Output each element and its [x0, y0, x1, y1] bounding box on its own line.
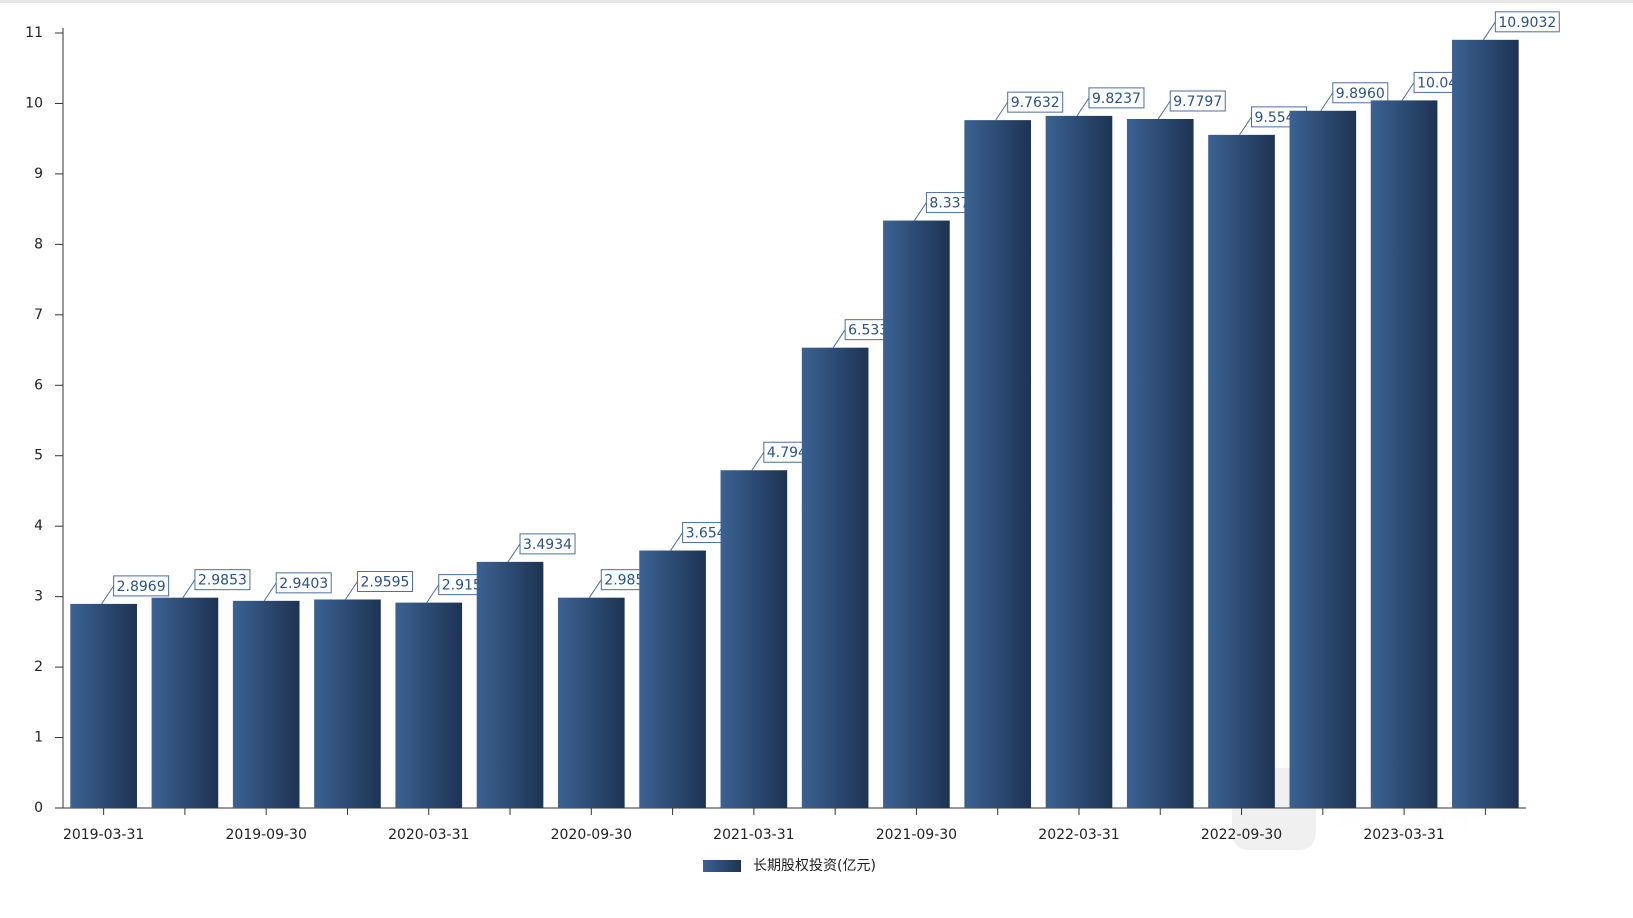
x-tick-label: 2023-03-31	[1363, 827, 1444, 843]
bar	[883, 220, 950, 808]
bar	[964, 120, 1032, 808]
label-leader	[1401, 82, 1415, 101]
y-tick-label: 6	[34, 377, 43, 393]
value-label-box	[1494, 11, 1560, 33]
label-leader	[1482, 21, 1496, 41]
bar	[232, 600, 300, 808]
value-label-box	[1007, 91, 1064, 113]
bar	[1126, 118, 1194, 808]
value-label: 2.9853	[198, 573, 247, 589]
bar	[557, 597, 625, 808]
x-tick-label: 2022-03-31	[1038, 827, 1119, 843]
label-leader	[588, 579, 602, 598]
x-tick-label: 2021-03-31	[713, 827, 794, 843]
value-label: 2.9403	[279, 576, 328, 592]
x-tick-label: 2019-03-31	[63, 827, 144, 843]
label-leader	[670, 532, 683, 551]
label-leader	[995, 101, 1009, 121]
y-tick-label: 11	[25, 25, 43, 41]
label-leader	[832, 329, 846, 348]
bar	[639, 550, 706, 808]
top-strip	[0, 0, 1633, 3]
y-tick-label: 7	[34, 307, 43, 323]
value-label-box	[1169, 90, 1226, 112]
value-label-box	[113, 575, 170, 597]
y-tick-label: 10	[25, 95, 43, 111]
y-tick-label: 5	[34, 448, 43, 464]
value-label: 10.9032	[1498, 15, 1556, 31]
value-label: 9.7632	[1011, 95, 1060, 111]
y-tick-label: 9	[34, 166, 43, 182]
y-tick-label: 0	[34, 800, 43, 816]
value-label-box	[519, 533, 576, 555]
label-leader	[1157, 100, 1171, 120]
value-label-box	[275, 572, 332, 594]
value-label: 9.7797	[1173, 94, 1222, 110]
value-label-box	[356, 570, 413, 592]
label-leader	[1076, 97, 1090, 117]
x-tick-label: 2021-09-30	[876, 827, 957, 843]
y-tick-label: 8	[34, 236, 43, 252]
x-tick-label: 2022-09-30	[1201, 827, 1282, 843]
x-tick-label: 2019-09-30	[226, 827, 307, 843]
y-tick-label: 1	[34, 730, 43, 746]
y-tick-label: 3	[34, 589, 43, 605]
bar	[801, 347, 869, 808]
label-leader	[101, 585, 115, 605]
label-leader	[345, 581, 358, 600]
value-label-box	[1332, 82, 1389, 104]
value-label: 2.8969	[117, 579, 166, 595]
bar	[151, 597, 219, 808]
bar	[1452, 39, 1519, 808]
label-leader	[263, 582, 277, 602]
value-label: 2.9595	[360, 574, 409, 590]
bar	[476, 561, 544, 808]
bar	[395, 602, 463, 808]
value-label: 3.4934	[523, 537, 572, 553]
value-label: 9.8237	[1092, 91, 1141, 107]
bar	[314, 599, 381, 808]
legend-swatch	[703, 860, 741, 872]
label-leader	[507, 543, 521, 563]
value-label: 9.8960	[1336, 86, 1385, 102]
x-tick-label: 2020-09-30	[551, 827, 632, 843]
label-leader	[1320, 92, 1334, 112]
value-label-box	[194, 569, 251, 591]
bar	[1370, 100, 1438, 808]
bar	[1045, 115, 1113, 809]
value-label-box	[1088, 87, 1145, 109]
label-leader	[751, 451, 765, 471]
x-tick-label: 2020-03-31	[388, 827, 469, 843]
label-leader	[426, 584, 440, 603]
label-leader	[914, 202, 927, 221]
bar	[70, 603, 137, 808]
bar	[720, 470, 788, 808]
y-tick-label: 4	[34, 518, 43, 534]
bar	[1289, 110, 1357, 809]
y-tick-label: 2	[34, 659, 43, 675]
legend-label: 长期股权投资(亿元)	[753, 858, 876, 874]
label-leader	[182, 579, 196, 598]
label-leader	[1239, 116, 1252, 136]
bar	[1208, 134, 1275, 809]
